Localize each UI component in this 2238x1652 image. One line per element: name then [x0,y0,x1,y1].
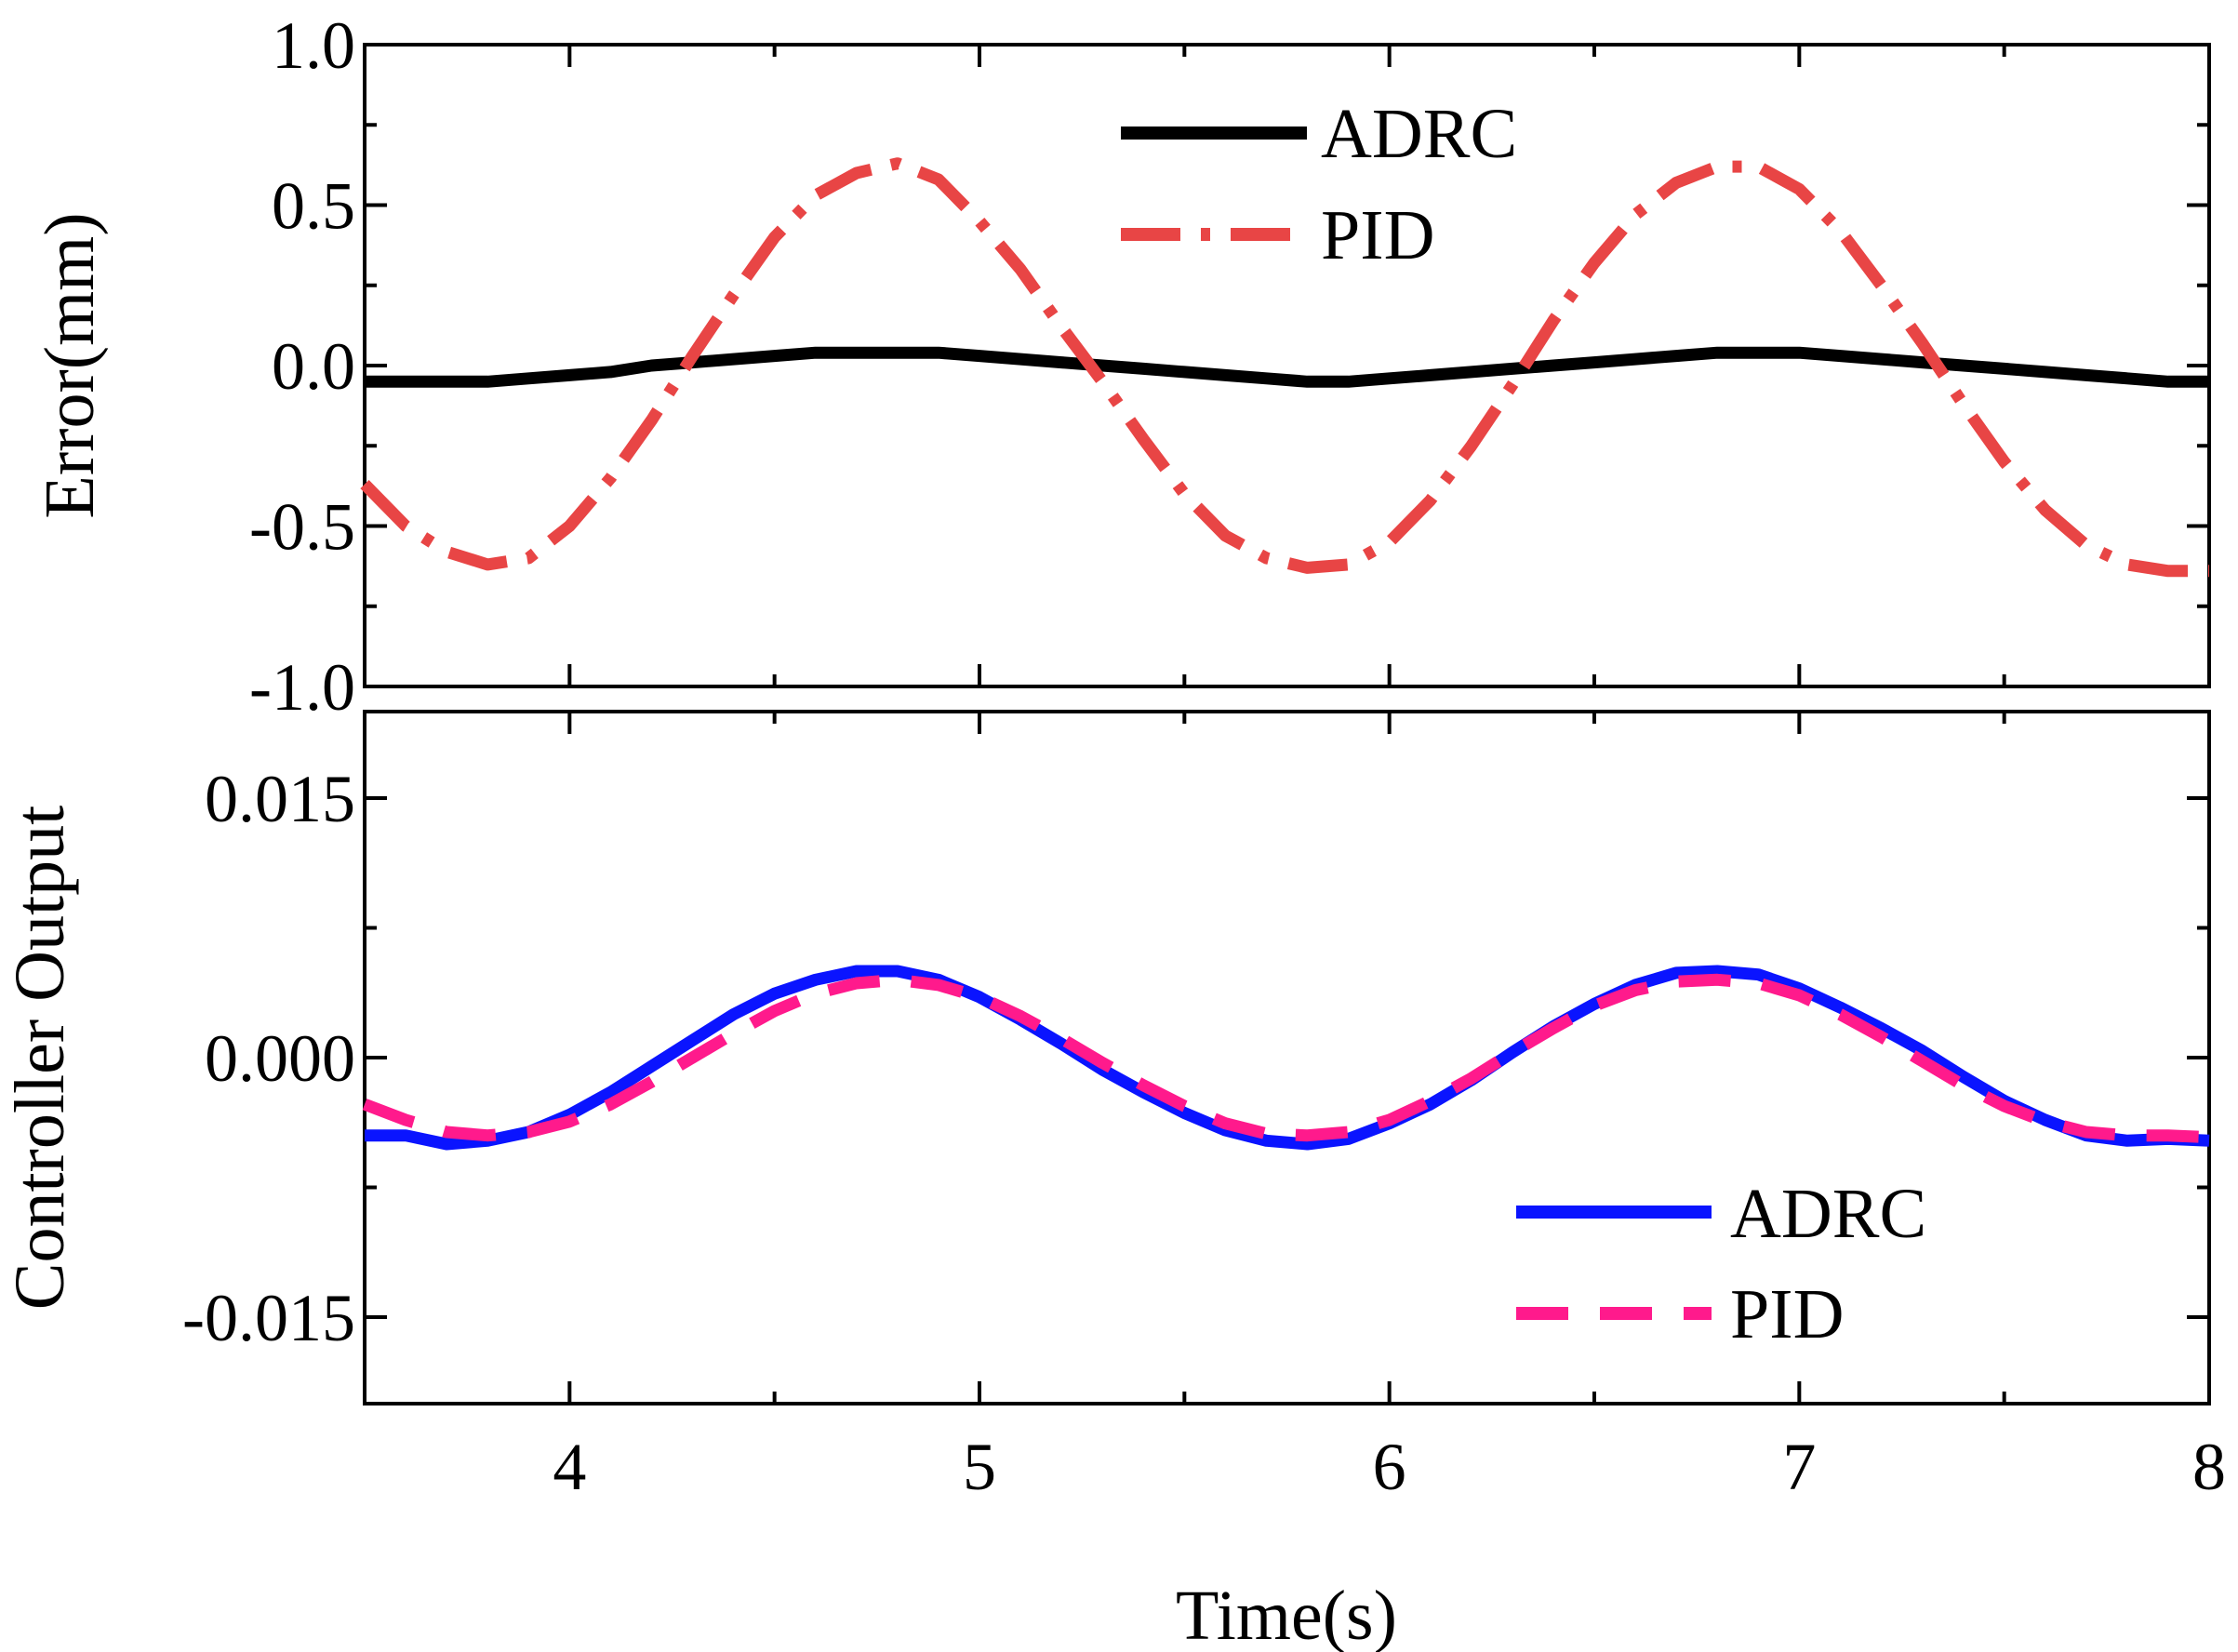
error-y-tick-label: 1.0 [272,8,355,83]
error-y-tick-label: -0.5 [249,490,355,565]
controller-output-x-tick-label: 5 [963,1430,996,1504]
controller-output-legend-label-pid: PID [1730,1275,1844,1353]
controller-output-series-adrc [365,965,2210,1151]
controller-output-legend: ADRC PID [1516,1175,1926,1353]
error-panel: 1.0 0.5 0.0 -0.5 -1.0 Error(mm) ADRC PID [31,8,2211,725]
controller-output-y-tick-label: 0.000 [205,1021,355,1096]
controller-output-y-tick-label: 0.015 [205,762,355,836]
error-legend-label-pid: PID [1321,196,1434,274]
error-y-axis-title: Error(mm) [31,212,109,518]
controller-output-y-tick-label: -0.015 [182,1281,355,1355]
controller-output-series-group [362,965,2210,1151]
error-legend-label-adrc: ADRC [1321,95,1517,173]
x-axis-title: Time(s) [1176,1577,1397,1652]
controller-output-x-tick-label: 8 [2192,1430,2226,1504]
error-legend: ADRC PID [1121,95,1517,274]
error-y-tick-label: 0.5 [272,169,355,244]
controller-output-x-tick-label: 6 [1373,1430,1406,1504]
error-y-tick-label: 0.0 [272,329,355,404]
controller-output-legend-label-adrc: ADRC [1730,1175,1926,1253]
controller-output-y-axis-title: Controller Output [1,806,79,1311]
error-y-tick-label: -1.0 [249,650,355,725]
controller-output-x-tick-label: 4 [553,1430,586,1504]
error-series-group [360,157,2209,578]
controller-output-axes: 4 5 6 7 8 0.015 0.000 -0.015 [182,712,2226,1504]
error-series-adrc [365,346,2209,388]
error-series-pid [360,157,2209,578]
controller-output-x-tick-label: 7 [1782,1430,1816,1504]
error-axes: 1.0 0.5 0.0 -0.5 -1.0 [249,8,2211,725]
